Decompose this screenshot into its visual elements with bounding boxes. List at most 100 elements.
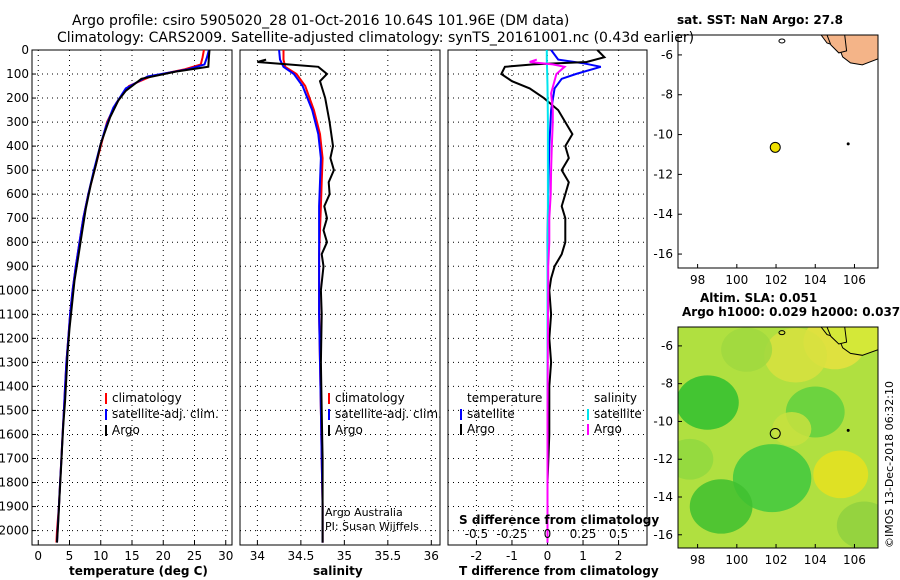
island-enggano — [778, 38, 786, 44]
latitude-tick-label: -14 — [653, 490, 673, 504]
salinity-profile-panel: 34 34.5 35 35.5 36 climatology satellite-adj. … — [239, 49, 442, 563]
latitude-tick-label: -16 — [653, 528, 673, 542]
series-line-climatology — [55, 49, 205, 543]
legend-label: Argo — [594, 422, 622, 436]
legend-label: satellite — [467, 407, 515, 421]
salinity-axis-label: salinity — [313, 564, 363, 578]
map-content — [674, 327, 878, 548]
depth-tick-label: 1500 — [0, 403, 29, 417]
x-tick-label: 34 — [250, 549, 265, 563]
x-tick-label: -2 — [470, 549, 482, 563]
sla-anomaly-blob — [813, 450, 869, 499]
depth-tick-label: 700 — [6, 211, 29, 225]
map-content — [674, 35, 878, 179]
depth-tick-label: 300 — [6, 115, 29, 129]
sst-map-title: sat. SST: NaN Argo: 27.8 — [677, 13, 843, 27]
latitude-tick-label: -12 — [653, 167, 673, 181]
sla-anomaly-blob — [678, 438, 714, 480]
temperature-profile-panel: 0 5 10 15 20 25 300100200300400500600700800900… — [0, 43, 233, 563]
latitude-tick-label: -6 — [661, 48, 673, 62]
map-frame — [677, 34, 879, 269]
land-sumatra — [826, 327, 848, 345]
longitude-tick-label: 106 — [843, 273, 866, 287]
series-line-s-argo — [529, 58, 567, 543]
legend-label: Argo — [112, 423, 140, 437]
x-tick-label: 36 — [424, 549, 439, 563]
latitude-tick-label: -12 — [653, 452, 673, 466]
latitude-tick-label: -14 — [653, 207, 673, 221]
depth-tick-label: 0 — [21, 43, 29, 57]
sla-map-title: Altim. SLA: 0.051 — [700, 291, 817, 305]
depth-tick-label: 1800 — [0, 476, 29, 490]
depth-tick-label: 600 — [6, 187, 29, 201]
sla-anomaly-blob — [764, 328, 828, 383]
legend-label: climatology — [112, 391, 182, 405]
legend-label: satellite-adj. clim. — [335, 407, 442, 421]
longitude-tick-label: 98 — [690, 273, 705, 287]
longitude-tick-label: 104 — [804, 273, 827, 287]
depth-tick-label: 800 — [6, 235, 29, 249]
argo-profile-marker — [769, 428, 781, 440]
island-cocos — [674, 461, 677, 464]
sla-anomaly-blob — [732, 444, 812, 513]
island-christmas — [846, 428, 850, 432]
panel-frame — [239, 49, 441, 546]
s-difference-axis-label: S difference from climatology — [459, 513, 659, 527]
sla-map-subtitle: Argo h1000: 0.029 h2000: 0.037 — [682, 305, 900, 319]
x-tick-label: 25 — [187, 549, 202, 563]
longitude-tick-label: 106 — [843, 553, 866, 567]
legend-label: Argo — [467, 422, 495, 436]
figure-title-line1: Argo profile: csiro 5905020_28 01-Oct-20… — [72, 13, 569, 29]
temperature-axis-label: temperature (deg C) — [69, 564, 208, 578]
depth-tick-label: 1300 — [0, 355, 29, 369]
legend-label: climatology — [335, 391, 405, 405]
s-diff-tick-label: 0 — [544, 527, 552, 541]
sla-anomaly-blob — [772, 412, 812, 446]
legend-title-salinity: salinity — [594, 391, 637, 405]
depth-tick-label: 900 — [6, 259, 29, 273]
legend-label: satellite — [594, 407, 642, 421]
depth-tick-label: 2000 — [0, 524, 29, 538]
depth-tick-label: 1200 — [0, 331, 29, 345]
credit-argo-australia: Argo Australia — [325, 506, 403, 519]
longitude-tick-label: 100 — [725, 553, 748, 567]
depth-tick-label: 1000 — [0, 283, 29, 297]
depth-tick-label: 400 — [6, 139, 29, 153]
sla-anomaly-blob — [836, 501, 878, 548]
t-difference-axis-label: T difference from climatology — [459, 564, 659, 578]
x-tick-label: -1 — [506, 549, 518, 563]
depth-tick-label: 1100 — [0, 307, 29, 321]
legend-label: Argo — [335, 423, 363, 437]
x-tick-label: 35 — [337, 549, 352, 563]
x-tick-label: 30 — [218, 549, 233, 563]
series-line-t-argo — [500, 49, 607, 543]
legend-title-temperature: temperature — [467, 391, 542, 405]
latitude-tick-label: -10 — [653, 128, 673, 142]
series-line-satellite-adj-clim- — [56, 49, 210, 543]
series-line-t-satellite — [546, 49, 602, 543]
series-line-argo — [257, 58, 335, 543]
argo-profile-marker — [769, 141, 781, 153]
s-diff-tick-label: 0.25 — [570, 527, 597, 541]
latitude-tick-label: -8 — [661, 88, 673, 102]
figure-title-line2: Climatology: CARS2009. Satellite-adjuste… — [57, 30, 694, 46]
x-tick-label: 5 — [66, 549, 74, 563]
x-tick-label: 15 — [124, 549, 139, 563]
series-line-satellite-adj-clim- — [278, 49, 324, 543]
longitude-tick-label: 104 — [804, 553, 827, 567]
sla-anomaly-blob — [721, 327, 773, 372]
s-diff-tick-label: 0.5 — [609, 527, 628, 541]
x-tick-label: 1 — [579, 549, 587, 563]
legend-label: satellite-adj. clim. — [112, 407, 219, 421]
depth-tick-label: 1900 — [0, 500, 29, 514]
island-cocos — [674, 176, 677, 179]
x-tick-label: 2 — [615, 549, 623, 563]
depth-tick-label: 100 — [6, 67, 29, 81]
imos-timestamp: ©IMOS 13-Dec-2018 06:32:10 — [883, 381, 896, 548]
sla-anomaly-blob — [678, 375, 739, 430]
sla-map-panel: 98 100 102 104 106 -6 -8 -10 -12 -14 -16 — [653, 326, 879, 567]
depth-tick-label: 1700 — [0, 451, 29, 465]
latitude-tick-label: -8 — [661, 377, 673, 391]
s-diff-tick-label: -0.5 — [465, 527, 488, 541]
longitude-tick-label: 98 — [690, 553, 705, 567]
